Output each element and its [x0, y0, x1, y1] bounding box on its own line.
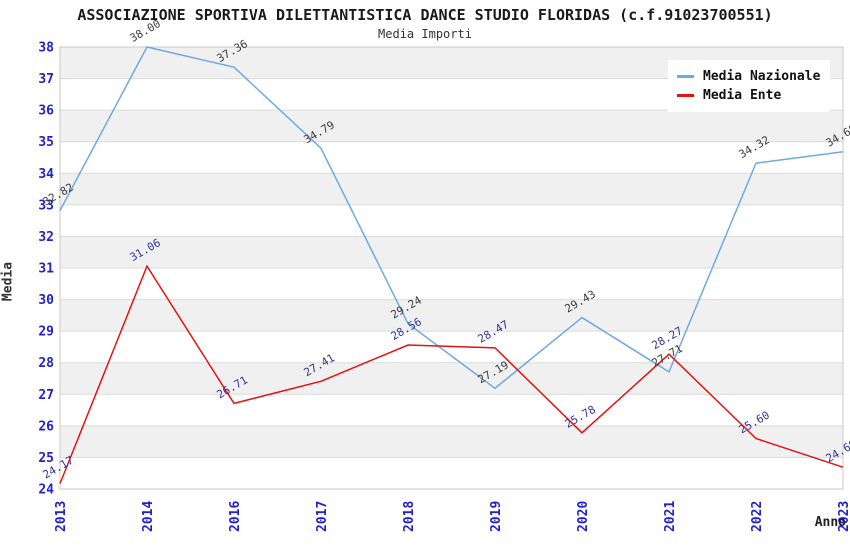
legend: Media Nazionale Media Ente [668, 60, 831, 112]
x-tick-label: 2013 [54, 501, 69, 532]
x-tick-label: 2017 [315, 501, 330, 532]
x-tick-label: 2022 [750, 501, 765, 532]
x-axis-title: Anno [814, 515, 846, 530]
plot-border [59, 46, 844, 490]
background-stripe [60, 299, 843, 332]
x-tick-label: 2021 [663, 501, 678, 532]
y-tick-label: 25 [38, 451, 54, 466]
y-tick-label: 34 [38, 167, 54, 182]
background-stripe [60, 362, 843, 395]
series-line-media-nazionale [59, 46, 844, 390]
y-tick-label: 28 [38, 356, 54, 371]
x-tick-label: 2018 [402, 501, 417, 532]
chart-title: ASSOCIAZIONE SPORTIVA DILETTANTISTICA DA… [77, 6, 773, 24]
legend-item-media-ente: Media Ente [677, 87, 820, 103]
y-axis-title: Media [0, 261, 16, 302]
x-tick-label: 2020 [576, 501, 591, 532]
y-tick-label: 36 [38, 104, 54, 119]
legend-label-media-ente: Media Ente [703, 87, 782, 103]
y-tick-label: 27 [38, 388, 54, 403]
y-tick-label: 31 [38, 262, 54, 277]
x-tick-label: 2014 [141, 501, 156, 532]
background-stripe [60, 110, 843, 142]
y-tick-label: 29 [38, 325, 54, 340]
y-tick-label: 24 [38, 483, 54, 498]
y-tick-label: 26 [38, 419, 54, 434]
legend-label-media-nazionale: Media Nazionale [703, 68, 821, 84]
background-stripe [60, 173, 843, 205]
y-tick-label: 33 [38, 198, 54, 213]
series-line-media-ente [59, 264, 844, 484]
legend-swatch-media-nazionale [677, 74, 694, 78]
x-tick-label: 2016 [228, 501, 243, 532]
y-tick-label: 38 [38, 41, 54, 56]
data-label: 38.00 [128, 17, 163, 45]
x-tick-label: 2019 [489, 501, 504, 532]
background-stripe [60, 236, 843, 268]
background-stripe [60, 425, 843, 458]
legend-item-media-nazionale: Media Nazionale [677, 68, 820, 84]
y-tick-label: 30 [38, 293, 54, 308]
legend-swatch-media-ente [677, 93, 694, 97]
chart-subtitle: Media Importi [378, 27, 472, 41]
y-tick-label: 32 [38, 230, 54, 245]
y-tick-label: 35 [38, 135, 54, 150]
x-tick-label: 2023 [837, 501, 850, 532]
y-tick-label: 37 [38, 72, 54, 87]
